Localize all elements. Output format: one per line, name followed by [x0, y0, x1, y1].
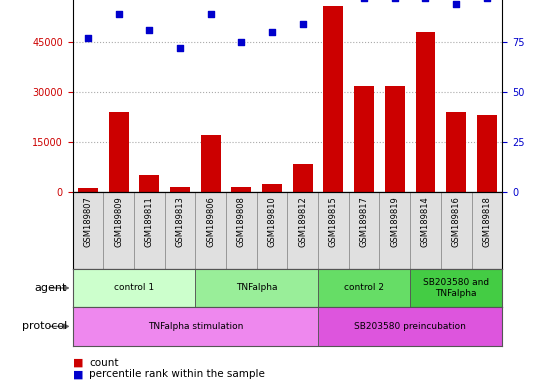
Text: GSM189819: GSM189819: [390, 196, 400, 247]
Point: [114, 11, 123, 17]
Bar: [441, 192, 472, 269]
Text: GSM189808: GSM189808: [237, 196, 246, 247]
Bar: [232, 187, 251, 192]
Bar: [410, 269, 502, 307]
Text: GSM189806: GSM189806: [206, 196, 215, 247]
Text: GSM189813: GSM189813: [175, 196, 185, 247]
Text: ■: ■: [73, 369, 83, 379]
Point: [267, 29, 276, 35]
Bar: [78, 188, 98, 192]
Bar: [109, 112, 128, 192]
Text: protocol: protocol: [22, 321, 67, 331]
Text: control 2: control 2: [344, 283, 384, 293]
Point: [421, 0, 430, 2]
Bar: [446, 112, 466, 192]
Bar: [318, 269, 410, 307]
Text: TNFalpha: TNFalpha: [236, 283, 277, 293]
Bar: [318, 192, 349, 269]
Bar: [73, 192, 103, 269]
Bar: [354, 86, 374, 192]
Point: [237, 39, 246, 45]
Text: GSM189818: GSM189818: [482, 196, 492, 247]
Text: GSM189809: GSM189809: [114, 196, 123, 247]
Bar: [318, 307, 502, 346]
Point: [145, 27, 153, 33]
Bar: [195, 192, 226, 269]
Text: GSM189812: GSM189812: [298, 196, 307, 247]
Point: [451, 1, 460, 7]
Point: [206, 11, 215, 17]
Text: SB203580 preincubation: SB203580 preincubation: [354, 322, 466, 331]
Text: count: count: [89, 358, 119, 368]
Bar: [201, 136, 220, 192]
Point: [84, 35, 93, 41]
Text: GSM189817: GSM189817: [359, 196, 369, 247]
Bar: [472, 192, 502, 269]
Bar: [293, 164, 312, 192]
Bar: [73, 269, 195, 307]
Bar: [262, 184, 282, 192]
Bar: [170, 187, 190, 192]
Text: GSM189816: GSM189816: [451, 196, 461, 247]
Bar: [195, 269, 318, 307]
Text: GSM189810: GSM189810: [267, 196, 277, 247]
Bar: [416, 32, 435, 192]
Bar: [324, 6, 343, 192]
Bar: [103, 192, 134, 269]
Bar: [349, 192, 379, 269]
Text: percentile rank within the sample: percentile rank within the sample: [89, 369, 265, 379]
Bar: [165, 192, 195, 269]
Bar: [134, 192, 165, 269]
Point: [359, 0, 368, 2]
Text: control 1: control 1: [114, 283, 154, 293]
Text: SB203580 and
TNFalpha: SB203580 and TNFalpha: [423, 278, 489, 298]
Text: GSM189815: GSM189815: [329, 196, 338, 247]
Point: [482, 0, 491, 2]
Text: GSM189814: GSM189814: [421, 196, 430, 247]
Bar: [379, 192, 410, 269]
Bar: [410, 192, 441, 269]
Bar: [73, 307, 318, 346]
Text: TNFalpha stimulation: TNFalpha stimulation: [148, 322, 243, 331]
Bar: [226, 192, 257, 269]
Text: GSM189807: GSM189807: [83, 196, 93, 247]
Bar: [477, 116, 497, 192]
Text: agent: agent: [35, 283, 67, 293]
Bar: [287, 192, 318, 269]
Point: [175, 45, 184, 51]
Point: [298, 21, 307, 27]
Bar: [140, 175, 159, 192]
Text: ■: ■: [73, 358, 83, 368]
Bar: [257, 192, 287, 269]
Point: [390, 0, 399, 2]
Bar: [385, 86, 405, 192]
Text: GSM189811: GSM189811: [145, 196, 154, 247]
